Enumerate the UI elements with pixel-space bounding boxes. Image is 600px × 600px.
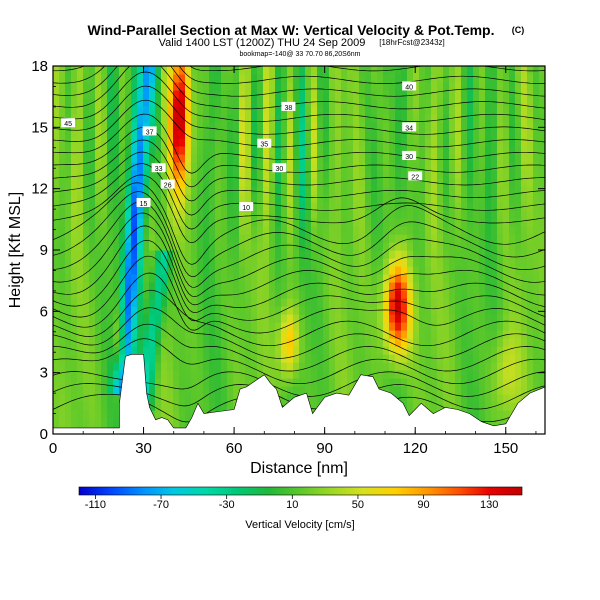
plot-area: 45 40 38 34 37 35 33 30 30 26 22 15 10	[53, 66, 545, 434]
colorbar-tick-label: 50	[352, 499, 364, 511]
x-tick-label: 150	[493, 440, 518, 457]
colorbar: -110 -70 -30 10 50 90 130	[78, 486, 523, 511]
y-tick-label: 18	[31, 58, 48, 75]
chart-subtitle-note: [18hrFcst@2343z]	[379, 38, 444, 47]
contour-labels: 45 40 38 34 37 35 33 30 30 26 22 15 10	[61, 81, 423, 212]
colorbar-tick-label: -30	[219, 499, 235, 511]
y-tick-label: 12	[31, 181, 48, 198]
colorbar-tick-label: 130	[480, 499, 498, 511]
contour-label: 10	[242, 205, 250, 212]
y-tick-label: 9	[40, 242, 48, 259]
y-axis-label: Height [Kft MSL]	[7, 192, 24, 309]
contour-label: 30	[405, 154, 413, 161]
contour-label: 40	[405, 84, 413, 91]
chart-subtitle-2: bookmap=-140@ 33 70.70 86,20S6nm	[240, 51, 361, 58]
contour-label: 33	[155, 166, 163, 173]
contour-label: 35	[260, 142, 268, 149]
contour-label: 45	[64, 121, 72, 128]
chart-title-mark: (C)	[512, 25, 525, 35]
colorbar-tick-label: -70	[153, 499, 169, 511]
colorbar-label: Vertical Velocity [cm/s]	[245, 519, 354, 531]
contour-label: 30	[275, 166, 283, 173]
x-tick-label: 0	[49, 440, 57, 457]
y-tick-label: 15	[31, 119, 48, 136]
contour-label: 38	[285, 105, 293, 112]
colorbar-tick-label: 10	[286, 499, 298, 511]
x-tick-label: 30	[135, 440, 152, 457]
x-axis: 0 30 60 90 120 150	[49, 66, 537, 457]
x-tick-label: 90	[316, 440, 333, 457]
contour-label: 26	[164, 183, 172, 190]
contour-label: 15	[140, 201, 148, 208]
chart-title: Wind-Parallel Section at Max W: Vertical…	[87, 22, 494, 38]
colorbar-tick-label: 90	[417, 499, 429, 511]
x-tick-label: 120	[403, 440, 428, 457]
y-tick-label: 3	[40, 365, 48, 382]
y-tick-label: 6	[40, 303, 48, 320]
contour-label: 34	[405, 125, 413, 132]
colorbar-tick-label: -110	[85, 499, 106, 511]
contour-label: 37	[146, 129, 154, 136]
velocity-field	[53, 66, 545, 434]
terrain-mask	[53, 354, 545, 434]
y-axis: 0 3 6 9 12 15 18	[31, 58, 545, 443]
x-tick-label: 60	[226, 440, 243, 457]
chart-subtitle: Valid 1400 LST (1200Z) THU 24 Sep 2009	[159, 37, 366, 49]
x-axis-label: Distance [nm]	[250, 460, 348, 477]
contour-label: 22	[411, 174, 419, 181]
y-tick-label: 0	[40, 426, 48, 443]
